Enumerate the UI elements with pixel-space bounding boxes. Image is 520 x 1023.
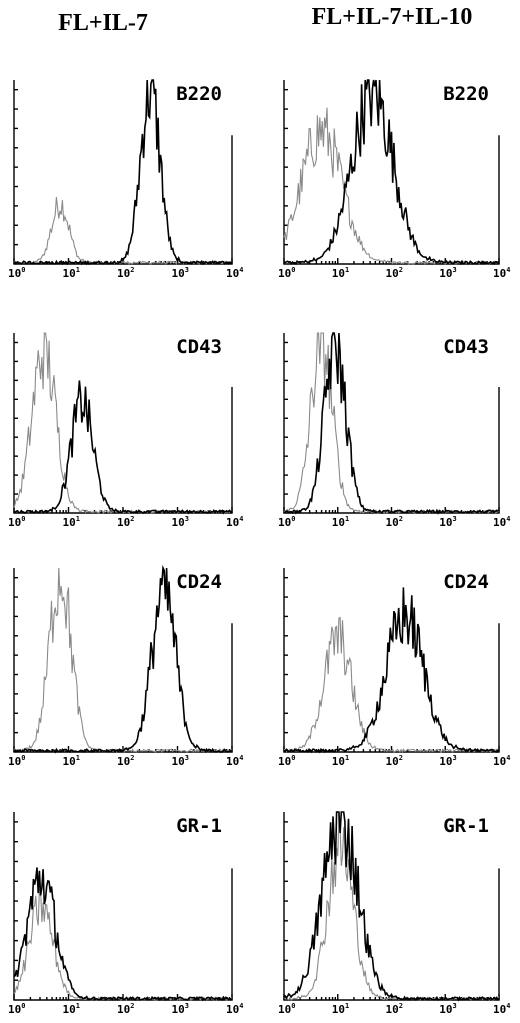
isotype-histogram (13, 196, 233, 266)
x-tick-label: 100 (8, 754, 25, 768)
x-tick-label: 100 (278, 1002, 295, 1016)
axis-frame (283, 568, 500, 753)
x-tick-label: 102 (117, 266, 134, 280)
x-tick-label: 103 (439, 515, 456, 529)
x-tick-label: 103 (172, 1002, 189, 1016)
column-title-right: FL+IL-7+IL-10 (312, 4, 473, 30)
panel-cd24-left: 100 101 102 103 104 CD24 (8, 564, 243, 768)
axis-frame (13, 333, 233, 514)
panel-gr-1-right: 100 101 102 103 104 GR-1 (278, 811, 510, 1016)
isotype-histogram (13, 887, 233, 1002)
panel-cd24-right: 100 101 102 103 104 CD24 (278, 568, 510, 768)
marker-label: CD24 (176, 571, 222, 593)
x-tick-label: 102 (386, 754, 403, 768)
x-tick-label: 103 (172, 754, 189, 768)
x-tick-label: 103 (439, 754, 456, 768)
stain-histogram (14, 380, 233, 515)
marker-label: CD24 (443, 571, 489, 593)
panel-b220-right: 100 101 102 103 104 B220 (278, 79, 510, 280)
x-tick-label: 102 (117, 754, 134, 768)
x-tick-label: 100 (8, 1002, 25, 1016)
x-tick-label: 100 (278, 754, 295, 768)
x-tick-label: 102 (117, 515, 134, 529)
stain-histogram (13, 79, 233, 266)
x-tick-label: 103 (172, 266, 189, 280)
x-tick-label: 101 (63, 266, 80, 280)
isotype-histogram (13, 332, 233, 515)
isotype-histogram (283, 812, 499, 1001)
x-tick-label: 101 (63, 515, 80, 529)
x-tick-label: 101 (63, 1002, 80, 1016)
x-tick-label: 104 (226, 1002, 243, 1016)
stain-histogram (13, 867, 233, 1002)
x-tick-label: 104 (493, 515, 510, 529)
x-tick-label: 100 (278, 515, 295, 529)
column-title-left: FL+IL-7 (58, 10, 148, 36)
marker-label: B220 (443, 83, 489, 105)
x-tick-label: 104 (493, 754, 510, 768)
marker-label: CD43 (176, 336, 222, 358)
marker-label: GR-1 (443, 815, 489, 837)
x-tick-label: 103 (439, 1002, 456, 1016)
axis-frame (13, 80, 233, 265)
axis-frame (283, 80, 500, 265)
isotype-histogram (13, 567, 233, 754)
x-tick-label: 104 (226, 754, 243, 768)
x-tick-label: 101 (332, 266, 349, 280)
x-tick-label: 102 (117, 1002, 134, 1016)
x-tick-label: 103 (172, 515, 189, 529)
x-tick-label: 100 (8, 266, 25, 280)
marker-label: B220 (176, 83, 222, 105)
stain-histogram (283, 811, 500, 1002)
x-tick-label: 100 (8, 515, 25, 529)
x-tick-label: 100 (278, 266, 295, 280)
isotype-histogram (283, 107, 500, 265)
x-tick-label: 101 (332, 754, 349, 768)
x-tick-label: 104 (493, 266, 510, 280)
stain-histogram (13, 564, 233, 754)
x-tick-label: 104 (493, 1002, 510, 1016)
x-tick-label: 103 (439, 266, 456, 280)
axis-frame (13, 568, 233, 753)
panel-b220-left: 100 101 102 103 104 B220 (8, 79, 243, 280)
panel-gr-1-left: 100 101 102 103 104 GR-1 (8, 812, 243, 1016)
x-tick-label: 101 (332, 1002, 349, 1016)
x-tick-label: 102 (386, 266, 403, 280)
x-tick-label: 104 (226, 515, 243, 529)
x-tick-label: 101 (63, 754, 80, 768)
stain-histogram (283, 587, 500, 754)
stain-histogram (283, 332, 500, 515)
x-tick-label: 102 (386, 515, 403, 529)
stain-histogram (283, 79, 500, 266)
x-tick-label: 102 (386, 1002, 403, 1016)
panel-cd43-right: 100 101 102 103 104 CD43 (278, 332, 510, 529)
axis-frame (283, 812, 500, 1001)
panel-cd43-left: 100 101 102 103 104 CD43 (8, 332, 243, 529)
x-tick-label: 104 (226, 266, 243, 280)
marker-label: GR-1 (176, 815, 222, 837)
isotype-histogram (283, 332, 500, 514)
x-tick-label: 101 (332, 515, 349, 529)
marker-label: CD43 (443, 336, 489, 358)
